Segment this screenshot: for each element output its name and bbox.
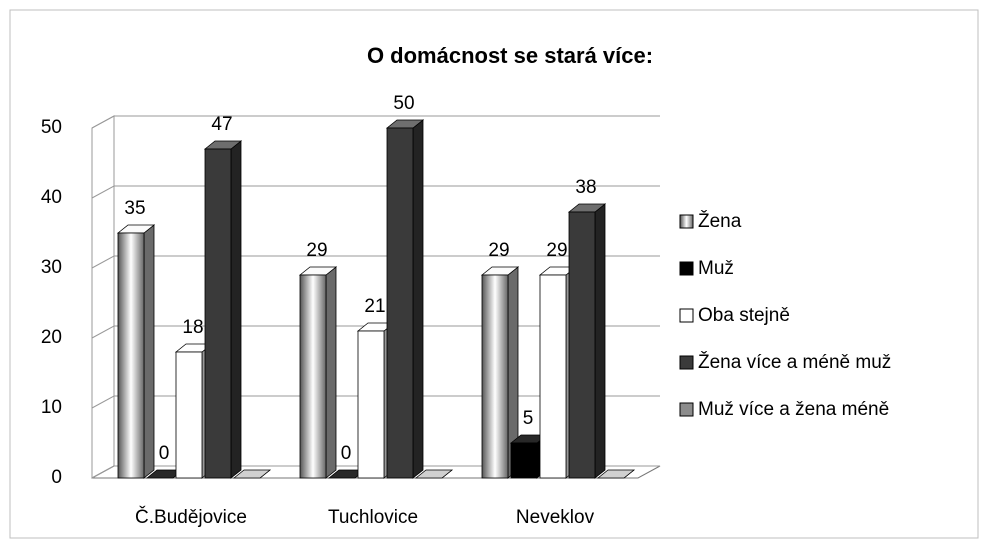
bar-side	[143, 224, 155, 479]
bar-front	[481, 274, 509, 479]
legend-label: Žena	[698, 210, 742, 232]
y-tick-label: 10	[41, 397, 62, 418]
x-tick-label: Tuchlovice	[328, 507, 418, 528]
grid-line	[91, 465, 660, 479]
data-label: 29	[488, 240, 509, 261]
data-label: 29	[546, 240, 567, 261]
bar-side	[594, 203, 606, 479]
bar-side	[412, 119, 424, 479]
bar	[116, 224, 156, 479]
grid-line	[91, 115, 660, 129]
bar	[232, 469, 272, 479]
bar-front	[386, 127, 414, 479]
legend-swatch	[679, 261, 694, 276]
legend-swatch	[679, 402, 694, 417]
y-tick-label: 20	[41, 327, 62, 348]
bar-front	[357, 330, 385, 479]
chart-title: O domácnost se stará více:	[367, 43, 653, 68]
y-tick-label: 40	[41, 187, 62, 208]
data-label: 0	[159, 443, 170, 464]
bar	[298, 266, 338, 479]
bar-front	[539, 274, 567, 479]
bar-side	[230, 140, 242, 479]
bar	[203, 140, 243, 479]
legend-label: Žena více a méně muž	[698, 351, 891, 373]
bar-front	[204, 148, 232, 479]
data-label: 47	[211, 114, 232, 135]
bar-front	[117, 232, 145, 479]
y-tick-label: 30	[41, 257, 62, 278]
bar	[414, 469, 454, 479]
bar-top	[414, 469, 454, 479]
legend-label: Muž více a žena méně	[698, 399, 889, 420]
data-label: 29	[306, 240, 327, 261]
bar-side	[325, 266, 337, 479]
bar-front	[510, 442, 538, 479]
legend-swatch	[679, 355, 694, 370]
bar-top	[596, 469, 636, 479]
grid-line	[91, 325, 660, 339]
y-tick-label: 0	[51, 467, 62, 488]
legend-label: Muž	[698, 258, 734, 279]
data-label: 5	[523, 408, 534, 429]
bar-front	[175, 351, 203, 479]
data-label: 38	[575, 177, 596, 198]
legend-label: Oba stejně	[698, 305, 790, 326]
data-label: 0	[341, 443, 352, 464]
x-tick-label: Č.Budějovice	[135, 506, 247, 528]
grid-line	[91, 255, 660, 269]
data-label: 21	[364, 296, 385, 317]
data-label: 50	[393, 93, 414, 114]
x-tick-label: Neveklov	[516, 507, 595, 528]
bar	[480, 266, 520, 479]
bar	[567, 203, 607, 479]
bar	[596, 469, 636, 479]
bar-front	[299, 274, 327, 479]
bar	[385, 119, 425, 479]
legend-swatch	[679, 308, 694, 323]
y-tick-label: 50	[41, 117, 62, 138]
data-label: 18	[182, 317, 203, 338]
legend-swatch	[679, 214, 694, 229]
bar-front	[568, 211, 596, 479]
grid-line	[91, 185, 660, 199]
data-label: 35	[124, 198, 145, 219]
grid-line	[91, 395, 660, 409]
bar-top	[232, 469, 272, 479]
